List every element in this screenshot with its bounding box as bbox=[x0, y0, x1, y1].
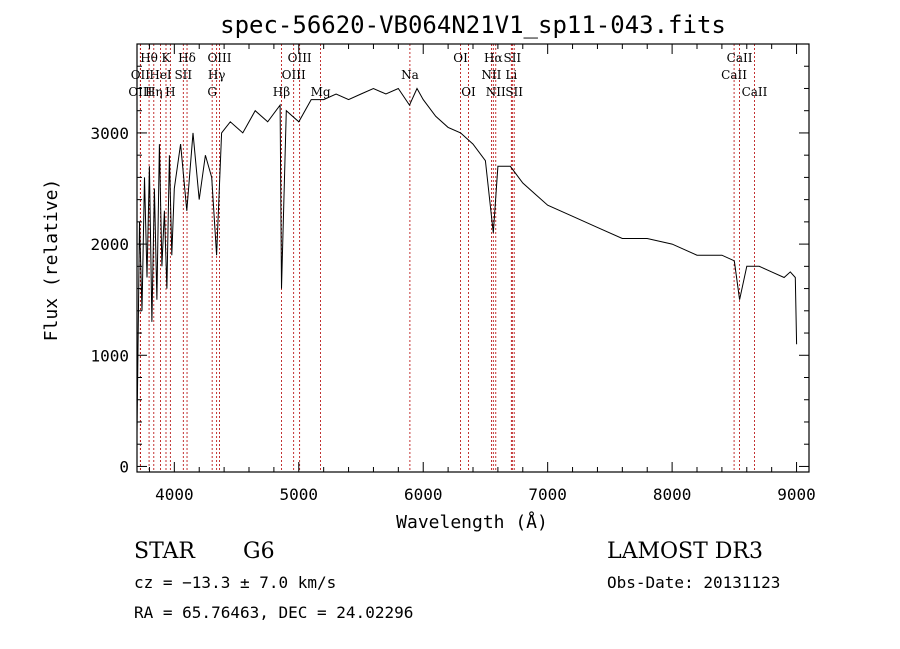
y-tick-label: 3000 bbox=[90, 124, 129, 143]
line-label: OIII bbox=[282, 68, 306, 82]
x-axis-ticks: 4000 5000 6000 7000 8000 9000 bbox=[148, 44, 816, 504]
line-label: Hβ bbox=[273, 85, 290, 99]
x-tick-label: 9000 bbox=[777, 485, 816, 504]
line-label: Hγ bbox=[208, 68, 226, 82]
line-label: H bbox=[165, 85, 175, 99]
obs-date: Obs-Date: 20131123 bbox=[607, 573, 781, 592]
line-label: OIII bbox=[128, 85, 152, 99]
line-label: OI bbox=[453, 51, 468, 65]
line-label: SII bbox=[505, 85, 523, 99]
x-tick-label: 6000 bbox=[404, 485, 443, 504]
plot-frame bbox=[136, 43, 810, 473]
line-label: Li bbox=[505, 68, 517, 82]
line-label: K bbox=[162, 51, 172, 65]
line-label: Hα bbox=[484, 51, 503, 65]
line-label: SII bbox=[503, 51, 521, 65]
y-axis-ticks: 0 1000 2000 3000 bbox=[90, 65, 809, 476]
line-label: Mg bbox=[311, 85, 331, 99]
survey-name: LAMOST DR3 bbox=[607, 539, 763, 564]
line-label: Na bbox=[401, 68, 419, 82]
line-label: NII bbox=[481, 68, 501, 82]
line-label: SII bbox=[174, 68, 192, 82]
spectral-line-markers bbox=[139, 44, 755, 472]
x-tick-label: 4000 bbox=[155, 485, 194, 504]
x-tick-label: 7000 bbox=[528, 485, 567, 504]
x-tick-label: 8000 bbox=[653, 485, 692, 504]
line-label: CaII bbox=[721, 68, 747, 82]
spectrum-line bbox=[136, 87, 798, 434]
line-label: Hη bbox=[145, 85, 163, 99]
redshift-text: cz = −13.3 ± 7.0 km/s bbox=[134, 573, 337, 592]
line-label: Hδ bbox=[178, 51, 196, 65]
y-tick-label: 1000 bbox=[90, 346, 129, 365]
line-label: G bbox=[207, 85, 217, 99]
coordinates: RA = 65.76463, DEC = 24.02296 bbox=[134, 603, 414, 622]
x-tick-label: 5000 bbox=[280, 485, 319, 504]
line-label: OIII bbox=[207, 51, 231, 65]
object-class: STAR bbox=[134, 539, 195, 564]
y-axis-label: Flux (relative) bbox=[41, 179, 62, 342]
x-axis-label: Wavelength (Å) bbox=[396, 511, 548, 533]
line-label: CaII bbox=[742, 85, 768, 99]
line-label: OI bbox=[461, 85, 476, 99]
chart-title: spec-56620-VB064N21V1_sp11-043.fits bbox=[220, 11, 726, 39]
y-tick-label: 0 bbox=[119, 457, 129, 476]
line-label: CaII bbox=[727, 51, 753, 65]
line-label: HeI bbox=[149, 68, 172, 82]
y-tick-label: 2000 bbox=[90, 235, 129, 254]
line-label: Hθ bbox=[140, 51, 158, 65]
object-subclass: G6 bbox=[243, 539, 275, 564]
spectral-line-labels: Hθ OII OIII K HeI Hη Hδ SII H OIII Hγ G OIII OIII Hβ Mg… bbox=[128, 51, 767, 99]
line-label: OIII bbox=[288, 51, 312, 65]
line-label: OII bbox=[131, 68, 151, 82]
line-label: NII bbox=[486, 85, 506, 99]
